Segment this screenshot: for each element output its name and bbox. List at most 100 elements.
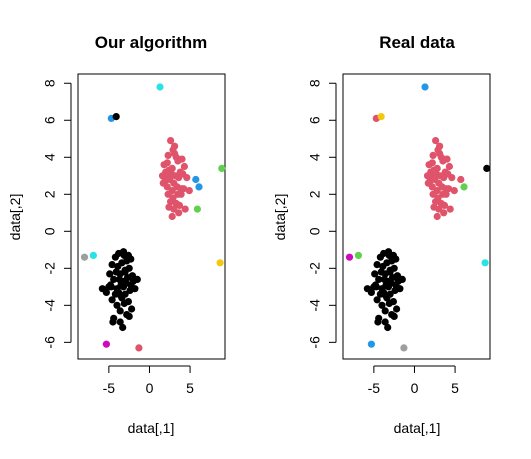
data-point-right-0-37: [440, 201, 449, 209]
y-tick-label-left-1: -4: [42, 299, 58, 312]
data-point-right-6-0: [481, 259, 489, 267]
data-point-left-1-3: [116, 307, 124, 315]
data-point-left-0-2: [167, 137, 175, 145]
plot-frame-left: [77, 73, 226, 360]
data-point-left-0-4: [171, 142, 179, 150]
y-tick-label-right-6: 6: [307, 116, 323, 124]
data-point-right-0-34: [448, 174, 456, 182]
y-axis-right: -6 -4 -2 0 2 4 6 8: [307, 79, 337, 349]
data-point-right-8-0: [400, 344, 408, 352]
x-tick-label-right-1: 0: [411, 380, 419, 396]
data-point-left-0-29: [180, 185, 188, 193]
data-point-right-2-1: [367, 340, 375, 348]
data-point-right-1-5: [378, 301, 386, 309]
data-point-right-0-16: [445, 162, 453, 171]
y-tick-label-left-2: -2: [42, 262, 58, 275]
data-point-right-1-52: [386, 268, 394, 276]
x-tick-label-left-2: 5: [186, 380, 194, 396]
y-tick-label-left-6: 6: [42, 116, 58, 124]
x-axis-label-right: data[,1]: [394, 420, 441, 436]
y-tick-label-left-0: -6: [42, 336, 58, 349]
data-point-left-3-0: [112, 113, 120, 121]
data-point-right-1-3: [381, 307, 389, 315]
data-point-right-1-8: [373, 296, 381, 304]
data-point-right-0-40: [440, 209, 448, 217]
data-point-left-1-5: [113, 301, 121, 309]
data-point-right-1-47: [389, 251, 397, 259]
data-point-left-0-36: [170, 205, 178, 213]
data-point-right-0-41: [450, 187, 458, 195]
y-axis-left: -6 -4 -2 0 2 4 6 8: [42, 79, 72, 349]
data-point-left-1-48: [110, 314, 118, 322]
data-point-right-0-36: [435, 205, 443, 213]
y-axis-label-right: data[,2]: [272, 194, 288, 241]
data-point-right-0-8: [433, 164, 441, 172]
data-point-right-1-32: [371, 270, 379, 278]
data-point-left-0-43: [171, 150, 179, 158]
y-tick-label-right-4: 2: [307, 190, 323, 198]
data-point-left-1-47: [124, 251, 132, 259]
data-point-right-2-0: [421, 83, 429, 91]
data-point-right-0-10: [443, 155, 451, 163]
x-tick-label-right-2: 5: [451, 380, 459, 396]
data-point-left-0-34: [183, 174, 191, 182]
y-tick-label-right-2: -2: [307, 262, 323, 275]
data-point-left-0-42: [164, 151, 172, 159]
plot-title-right: Real data: [379, 33, 455, 52]
data-point-right-1-6: [393, 305, 401, 313]
data-point-right-1-46: [384, 248, 393, 256]
data-point-right-0-39: [433, 212, 441, 221]
y-tick-label-right-5: 4: [307, 153, 323, 161]
data-point-left-1-4: [125, 312, 133, 320]
data-point-right-1-10: [389, 298, 397, 306]
data-point-left-0-26: [164, 190, 172, 198]
data-point-right-0-4: [436, 142, 444, 150]
plot-panel-right: Real data -5 0 5 -6 -4 -2 0 2 4 6 8 data[,1] data…: [272, 33, 491, 436]
x-axis-left: -5 0 5: [103, 365, 194, 396]
data-point-right-1-37: [397, 275, 405, 283]
data-point-left-1-52: [121, 268, 129, 276]
data-point-right-4-0: [377, 113, 385, 121]
data-point-right-1-1: [384, 323, 392, 332]
data-point-left-1-49: [117, 292, 125, 300]
data-point-right-1-48: [375, 314, 383, 322]
data-point-right-0-33: [442, 190, 450, 198]
data-point-right-0-26: [429, 190, 437, 198]
data-point-left-1-8: [108, 296, 116, 304]
data-point-left-2-1: [192, 175, 200, 184]
data-point-right-0-38: [446, 205, 454, 213]
data-point-right-1-49: [382, 292, 390, 300]
data-point-left-6-0: [216, 259, 224, 267]
x-tick-label-right-0: -5: [368, 380, 381, 396]
data-point-left-1-26: [98, 285, 106, 293]
data-point-right-7-0: [345, 253, 354, 261]
data-point-left-4-1: [89, 251, 97, 259]
x-axis-right: -5 0 5: [368, 365, 459, 396]
data-point-left-0-8: [168, 164, 176, 172]
data-point-left-5-0: [218, 164, 226, 172]
data-point-left-4-0: [156, 83, 164, 91]
data-point-left-0-16: [180, 162, 188, 171]
data-point-left-0-31: [167, 198, 175, 206]
data-point-left-1-51: [106, 281, 115, 289]
data-point-right-1-50: [381, 318, 389, 326]
data-point-left-1-27: [110, 275, 118, 283]
data-points-right: [345, 83, 491, 352]
data-points-left: [80, 83, 226, 352]
data-point-right-5-0: [460, 183, 468, 191]
y-tick-label-right-7: 8: [307, 79, 323, 87]
data-point-left-0-30: [159, 179, 167, 187]
y-tick-label-right-0: -6: [307, 336, 323, 349]
data-point-right-1-38: [373, 261, 381, 269]
data-point-left-5-1: [193, 205, 201, 213]
data-point-right-0-44: [457, 175, 465, 184]
data-point-right-1-51: [371, 281, 380, 289]
x-tick-label-left-0: -5: [103, 380, 116, 396]
y-axis-label-left: data[,2]: [7, 194, 23, 241]
data-point-left-8-0: [102, 340, 110, 348]
data-point-right-0-31: [432, 198, 440, 206]
data-point-right-0-29: [445, 185, 453, 193]
y-tick-label-left-4: 2: [42, 190, 58, 198]
x-axis-label-left: data[,1]: [128, 420, 175, 436]
